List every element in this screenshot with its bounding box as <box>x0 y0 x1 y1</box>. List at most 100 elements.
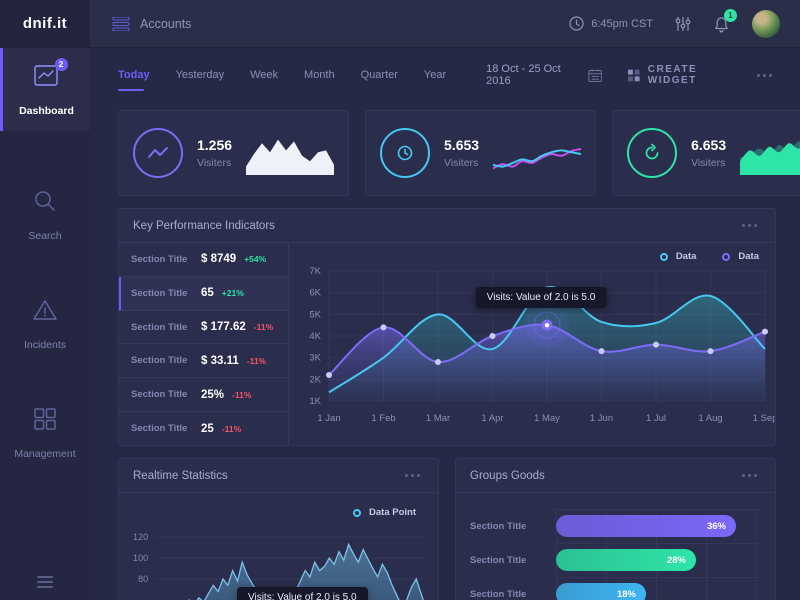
kpi-row-label: Section Title <box>131 253 188 265</box>
sidebar: 2 Dashboard Search Incidents <box>0 48 90 600</box>
svg-text:3K: 3K <box>309 353 321 364</box>
sidebar-item-dashboard[interactable]: 2 Dashboard <box>0 48 90 131</box>
kpi-row-value: $ 8749 <box>201 253 237 266</box>
stat-cards-row: 1.256 Visiters 5.653 Visiters <box>118 110 800 196</box>
sidebar-item-management[interactable]: Management <box>0 391 90 474</box>
date-range-picker[interactable]: 18 Oct - 25 Oct 2016 <box>486 63 602 87</box>
create-widget-button[interactable]: CREATE WIDGET <box>628 64 739 86</box>
legend-item-data-purple[interactable]: Data <box>722 251 759 262</box>
toolbar-menu-icon[interactable] <box>753 70 776 81</box>
svg-text:80: 80 <box>138 574 148 584</box>
user-avatar[interactable] <box>752 9 780 38</box>
clock-icon <box>569 16 584 31</box>
kpi-row[interactable]: Section Title 25 -11% <box>119 412 288 445</box>
svg-text:1 Feb: 1 Feb <box>371 413 395 424</box>
svg-text:1 Jan: 1 Jan <box>317 413 340 424</box>
kpi-menu-icon[interactable] <box>738 220 761 231</box>
stat-card-visiters-3[interactable]: 6.653 Visiters <box>612 110 800 196</box>
kpi-chart-area: Data Data Visits: Value of 2.0 is 5.0 1K… <box>289 243 777 445</box>
tab-year[interactable]: Year <box>423 69 447 81</box>
tab-quarter[interactable]: Quarter <box>360 69 398 81</box>
kpi-section: Key Performance Indicators Section Title… <box>118 208 777 446</box>
kpi-legend: Data Data <box>659 251 759 262</box>
realtime-legend[interactable]: Data Point <box>353 507 416 518</box>
section-label: Accounts <box>140 16 192 31</box>
dashboard-badge: 2 <box>54 58 68 71</box>
group-bar-row[interactable]: Section Title 28% <box>470 543 761 577</box>
date-range-text: 18 Oct - 25 Oct 2016 <box>486 63 561 87</box>
filters-button[interactable] <box>675 16 691 32</box>
group-label: Section Title <box>470 520 527 532</box>
stat-label: Visiters <box>197 157 232 169</box>
svg-text:1 May: 1 May <box>534 413 560 424</box>
tab-yesterday[interactable]: Yesterday <box>175 69 225 81</box>
kpi-row[interactable]: Section Title 25% -11% <box>119 378 288 413</box>
stat-value: 1.256 <box>197 137 233 153</box>
logo[interactable]: dnif.it <box>0 0 90 48</box>
sidebar-item-label: Search <box>28 230 62 242</box>
kpi-row-delta: -11% <box>232 389 252 400</box>
kpi-row[interactable]: Section Title $ 8749 +54% <box>119 243 288 277</box>
kpi-row-value: $ 177.62 <box>201 321 246 334</box>
sidebar-item-search[interactable]: Search <box>0 173 90 256</box>
main-content: Today Yesterday Week Month Quarter Year … <box>90 48 800 600</box>
svg-text:1 Mar: 1 Mar <box>426 413 450 424</box>
kpi-row-value: 65 <box>201 287 214 300</box>
tab-week[interactable]: Week <box>250 69 279 81</box>
top-header: dnif.it Accounts 6:45pm CST <box>0 0 800 48</box>
widget-grid-icon <box>628 69 640 81</box>
svg-text:2K: 2K <box>309 374 321 385</box>
kpi-row-label: Section Title <box>131 321 188 333</box>
realtime-chart-area: 120 100 80 <box>127 523 430 600</box>
group-bar-row[interactable]: Section Title 36% <box>470 509 761 543</box>
management-icon <box>33 407 57 436</box>
kpi-row-value: 25% <box>201 388 225 401</box>
group-label: Section Title <box>470 588 527 600</box>
stat-card-visiters-2[interactable]: 5.653 Visiters <box>365 110 597 196</box>
incidents-icon <box>32 298 58 327</box>
tab-month[interactable]: Month <box>304 69 335 81</box>
svg-text:1 Apr: 1 Apr <box>481 413 503 424</box>
legend-label: Data Point <box>369 507 416 518</box>
accounts-list-icon[interactable] <box>112 16 130 31</box>
kpi-line-chart[interactable]: 1K 2K 3K 4K 5K 6K 7K 1 Jan 1 Feb 1 Mar 1 Apr 1 May 1… <box>295 243 777 443</box>
group-bar-row[interactable]: Section Title 18% <box>470 577 761 600</box>
stat-value: 5.653 <box>444 137 480 153</box>
sparkline-dual-line <box>493 147 582 170</box>
sidebar-item-label: Management <box>14 448 76 460</box>
svg-text:1 Jun: 1 Jun <box>590 413 613 424</box>
collapse-menu-icon[interactable] <box>37 576 53 588</box>
notifications-button[interactable]: 1 <box>713 8 737 33</box>
sliders-icon <box>675 16 691 31</box>
sidebar-item-label: Dashboard <box>19 105 74 117</box>
svg-text:100: 100 <box>133 553 148 563</box>
notification-badge: 1 <box>724 8 737 22</box>
sidebar-item-incidents[interactable]: Incidents <box>0 282 90 365</box>
bottom-row: Realtime Statistics Data Point 120 100 80 … <box>118 458 776 600</box>
kpi-row-delta: -11% <box>246 355 267 366</box>
kpi-row[interactable]: Section Title 65 +21% <box>119 276 288 311</box>
stat-value: 6.653 <box>691 137 727 153</box>
groups-menu-icon[interactable] <box>738 470 761 481</box>
kpi-row-label: Section Title <box>131 389 188 401</box>
group-value: 28% <box>666 554 686 566</box>
legend-label: Data <box>738 251 759 262</box>
kpi-title: Key Performance Indicators <box>133 219 275 232</box>
chart-tooltip: Visits: Value of 2.0 is 5.0 <box>475 287 607 308</box>
legend-ring-icon <box>722 252 731 261</box>
kpi-row[interactable]: Section Title $ 177.62 -11% <box>119 311 288 345</box>
time-text: 6:45pm CST <box>591 17 653 30</box>
legend-item-data-cyan[interactable]: Data <box>659 251 696 262</box>
sidebar-item-label: Incidents <box>23 339 67 351</box>
realtime-menu-icon[interactable] <box>401 470 424 481</box>
group-bar: 36% <box>556 515 736 537</box>
realtime-area-chart[interactable]: 120 100 80 <box>127 523 430 600</box>
stat-card-visiters-1[interactable]: 1.256 Visiters <box>118 110 350 196</box>
group-bar: 28% <box>556 549 696 571</box>
kpi-row[interactable]: Section Title $ 33.11 -11% <box>119 344 288 379</box>
tab-today[interactable]: Today <box>118 63 150 91</box>
svg-text:1 Jul: 1 Jul <box>646 413 666 424</box>
kpi-row-delta: +21% <box>221 288 244 299</box>
kpi-row-label: Section Title <box>131 287 188 299</box>
